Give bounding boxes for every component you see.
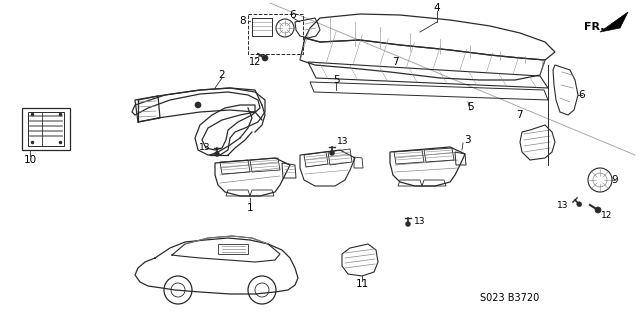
Text: 10: 10 <box>24 155 36 165</box>
Text: 12: 12 <box>249 57 261 67</box>
Circle shape <box>595 207 601 213</box>
Text: FR.: FR. <box>584 22 604 32</box>
Text: 7: 7 <box>516 110 522 120</box>
Circle shape <box>577 202 582 207</box>
Text: 8: 8 <box>240 16 246 26</box>
Bar <box>22 108 70 150</box>
Text: 1: 1 <box>246 203 253 213</box>
Text: 9: 9 <box>612 175 618 185</box>
Text: 6: 6 <box>290 10 296 20</box>
Text: S023 B3720: S023 B3720 <box>481 293 540 303</box>
Text: 5: 5 <box>333 75 339 85</box>
Text: 12: 12 <box>602 211 612 219</box>
Text: 13: 13 <box>199 144 211 152</box>
Circle shape <box>195 102 201 108</box>
Bar <box>28 112 64 146</box>
Text: 2: 2 <box>219 70 225 80</box>
Text: 6: 6 <box>579 90 586 100</box>
Circle shape <box>262 55 268 61</box>
Text: 13: 13 <box>414 218 426 226</box>
Bar <box>248 14 303 54</box>
Text: 11: 11 <box>355 279 369 289</box>
Text: 4: 4 <box>434 3 440 13</box>
Text: 3: 3 <box>464 135 470 145</box>
Text: 13: 13 <box>557 201 569 210</box>
Bar <box>218 244 248 254</box>
Circle shape <box>406 221 410 226</box>
Polygon shape <box>600 12 628 32</box>
Circle shape <box>330 151 335 155</box>
Text: 5: 5 <box>467 102 474 112</box>
Text: 7: 7 <box>392 57 398 67</box>
Bar <box>252 18 272 36</box>
Text: 13: 13 <box>337 137 349 146</box>
Circle shape <box>214 152 220 157</box>
